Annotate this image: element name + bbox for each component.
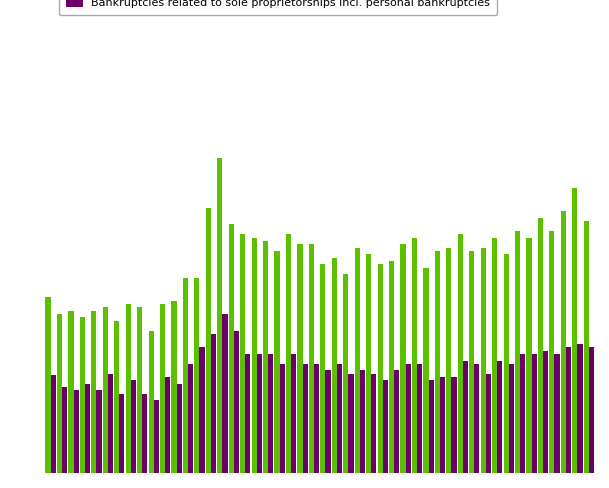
- Bar: [566, 347, 571, 473]
- Bar: [200, 347, 205, 473]
- Bar: [354, 248, 360, 473]
- Bar: [509, 364, 514, 473]
- Bar: [194, 278, 200, 473]
- Bar: [234, 331, 239, 473]
- Bar: [57, 314, 62, 473]
- Bar: [108, 374, 113, 473]
- Bar: [532, 354, 537, 473]
- Bar: [177, 384, 181, 473]
- Bar: [348, 374, 353, 473]
- Bar: [504, 254, 509, 473]
- Bar: [497, 361, 502, 473]
- Bar: [474, 364, 479, 473]
- Bar: [320, 264, 325, 473]
- Bar: [423, 267, 429, 473]
- Bar: [80, 317, 85, 473]
- Bar: [103, 307, 108, 473]
- Bar: [297, 244, 303, 473]
- Bar: [572, 188, 577, 473]
- Bar: [280, 364, 285, 473]
- Bar: [275, 251, 280, 473]
- Bar: [309, 244, 314, 473]
- Bar: [538, 218, 543, 473]
- Bar: [217, 158, 222, 473]
- Bar: [165, 377, 171, 473]
- Bar: [252, 238, 257, 473]
- Bar: [371, 374, 376, 473]
- Bar: [389, 261, 394, 473]
- Bar: [68, 311, 74, 473]
- Bar: [526, 238, 532, 473]
- Bar: [463, 361, 468, 473]
- Bar: [412, 238, 417, 473]
- Bar: [481, 248, 486, 473]
- Bar: [240, 234, 245, 473]
- Bar: [143, 394, 147, 473]
- Bar: [257, 354, 262, 473]
- Bar: [337, 364, 342, 473]
- Bar: [492, 238, 497, 473]
- Bar: [91, 311, 96, 473]
- Bar: [188, 364, 193, 473]
- Bar: [96, 390, 102, 473]
- Bar: [394, 370, 400, 473]
- Bar: [268, 354, 273, 473]
- Bar: [406, 364, 410, 473]
- Bar: [245, 354, 250, 473]
- Bar: [458, 234, 463, 473]
- Bar: [451, 377, 457, 473]
- Bar: [343, 274, 348, 473]
- Bar: [211, 334, 216, 473]
- Bar: [183, 278, 188, 473]
- Bar: [229, 224, 234, 473]
- Bar: [515, 231, 520, 473]
- Bar: [378, 264, 382, 473]
- Bar: [440, 377, 445, 473]
- Bar: [137, 307, 143, 473]
- Bar: [469, 251, 474, 473]
- Bar: [263, 241, 268, 473]
- Bar: [119, 394, 124, 473]
- Bar: [561, 211, 566, 473]
- Bar: [160, 304, 165, 473]
- Bar: [51, 375, 56, 473]
- Bar: [366, 254, 371, 473]
- Bar: [131, 381, 136, 473]
- Bar: [114, 321, 119, 473]
- Bar: [486, 374, 491, 473]
- Bar: [360, 370, 365, 473]
- Bar: [325, 370, 331, 473]
- Bar: [74, 390, 79, 473]
- Bar: [46, 298, 51, 473]
- Bar: [125, 304, 131, 473]
- Bar: [549, 231, 554, 473]
- Bar: [286, 234, 291, 473]
- Bar: [520, 354, 525, 473]
- Bar: [222, 314, 228, 473]
- Bar: [429, 381, 434, 473]
- Bar: [583, 221, 589, 473]
- Bar: [543, 350, 548, 473]
- Bar: [435, 251, 440, 473]
- Bar: [401, 244, 406, 473]
- Bar: [291, 354, 296, 473]
- Bar: [332, 258, 337, 473]
- Bar: [206, 208, 211, 473]
- Bar: [153, 400, 159, 473]
- Legend: Bankruptcies related to enterprises, Bankruptcies related to sole proprietorship: Bankruptcies related to enterprises, Ban…: [59, 0, 497, 15]
- Bar: [589, 347, 594, 473]
- Bar: [172, 301, 177, 473]
- Bar: [149, 331, 153, 473]
- Bar: [446, 248, 451, 473]
- Bar: [314, 364, 319, 473]
- Bar: [577, 344, 582, 473]
- Bar: [417, 364, 422, 473]
- Bar: [62, 387, 67, 473]
- Bar: [303, 364, 308, 473]
- Bar: [382, 381, 388, 473]
- Bar: [554, 354, 560, 473]
- Bar: [85, 384, 90, 473]
